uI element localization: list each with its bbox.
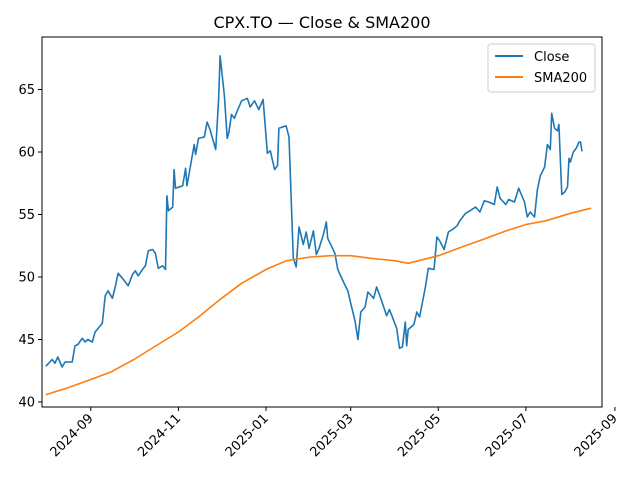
plot-area-frame xyxy=(41,36,603,408)
y-tick-label: 55 xyxy=(18,208,35,223)
chart-title: CPX.TO — Close & SMA200 xyxy=(213,13,430,32)
legend-label-sma200: SMA200 xyxy=(534,71,587,86)
y-tick-label: 50 xyxy=(18,271,35,286)
y-tick-label: 40 xyxy=(18,396,35,411)
series-line-sma200 xyxy=(45,207,592,396)
y-tick-label: 45 xyxy=(18,333,35,348)
plot-lines xyxy=(45,55,592,396)
legend-label-close: Close xyxy=(534,50,569,65)
y-tick-label: 65 xyxy=(18,83,35,98)
y-tick-label: 60 xyxy=(18,146,35,161)
y-axis: 40 45 50 55 60 65 xyxy=(18,83,42,411)
legend: Close SMA200 xyxy=(487,43,596,93)
series-line-close xyxy=(45,55,583,368)
